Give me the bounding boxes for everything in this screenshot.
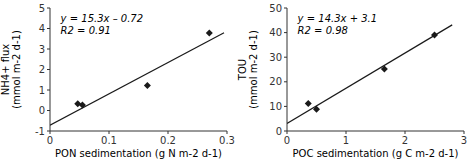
y-tick-label: 3 <box>39 44 45 55</box>
y-tick <box>284 131 287 132</box>
y-tick-label: 40 <box>269 27 282 38</box>
y-tick <box>47 110 50 111</box>
x-axis-label: POC sedimentation (g C m-2 d-1) <box>293 148 459 159</box>
y-tick-label: 20 <box>269 76 282 87</box>
y-axis-label-line: TOU <box>237 59 248 81</box>
x-tick-label: 2 <box>402 135 408 146</box>
annotation: y = 15.3x – 0.72 <box>60 13 143 24</box>
y-tick <box>284 32 287 33</box>
y-axis-label: TOU(mmol m-2 d-1) <box>237 30 259 109</box>
plot-area <box>50 30 224 126</box>
x-axis-line <box>287 131 464 132</box>
x-tick-label: 0.2 <box>160 135 176 146</box>
panel: 012301020304050POC sedimentation (g C m-… <box>237 3 467 160</box>
y-axis-label: NH4+ flux(mmol m-2 d-1) <box>0 30 22 109</box>
y-tick-label: 0 <box>276 126 282 137</box>
x-tick <box>405 131 406 134</box>
x-axis-label: PON sedimentation (g N m-2 d-1) <box>55 148 222 159</box>
y-axis-label-line: (mmol m-2 d-1) <box>248 30 259 109</box>
y-tick <box>284 81 287 82</box>
y-tick-label: 2 <box>39 64 45 75</box>
y-tick <box>47 131 50 132</box>
regression-line <box>50 33 224 126</box>
y-tick <box>284 57 287 58</box>
y-tick-label: 10 <box>269 101 282 112</box>
y-tick-label: -1 <box>35 126 45 137</box>
y-tick-label: 4 <box>39 23 45 34</box>
y-tick-label: 5 <box>39 3 45 14</box>
y-tick <box>47 49 50 50</box>
figure: 00.10.20.3-1012345PON sedimentation (g N… <box>0 0 474 161</box>
scatter-point <box>144 82 151 89</box>
scatter-point <box>305 100 312 107</box>
y-axis-label-line: (mmol m-2 d-1) <box>11 30 22 109</box>
y-tick <box>47 8 50 9</box>
x-tick <box>168 131 169 134</box>
annotation: R2 = 0.91 <box>61 25 111 36</box>
x-axis-line <box>50 131 227 132</box>
y-tick-label: 1 <box>39 85 45 96</box>
y-tick <box>284 106 287 107</box>
x-tick-label: 0 <box>284 135 290 146</box>
y-tick <box>284 8 287 9</box>
y-tick-label: 30 <box>269 52 282 63</box>
x-tick-label: 0.3 <box>219 135 235 146</box>
scatter-point <box>206 30 213 37</box>
y-tick-label: 0 <box>39 105 45 116</box>
x-tick <box>346 131 347 134</box>
y-axis-line <box>287 8 288 131</box>
x-tick <box>464 131 465 134</box>
x-tick <box>227 131 228 134</box>
y-tick <box>47 28 50 29</box>
regression-line <box>287 25 452 123</box>
y-tick <box>47 69 50 70</box>
x-tick-label: 0 <box>47 135 53 146</box>
x-tick-label: 0.1 <box>101 135 117 146</box>
y-tick-label: 50 <box>269 3 282 14</box>
y-tick <box>47 90 50 91</box>
plot-area <box>287 25 452 123</box>
y-axis-label-line: NH4+ flux <box>0 44 11 96</box>
x-tick-label: 1 <box>343 135 349 146</box>
annotation: R2 = 0.98 <box>298 25 348 36</box>
panel: 00.10.20.3-1012345PON sedimentation (g N… <box>0 3 235 160</box>
x-tick <box>109 131 110 134</box>
annotation: y = 14.3x + 3.1 <box>297 13 377 24</box>
x-tick-label: 3 <box>461 135 467 146</box>
